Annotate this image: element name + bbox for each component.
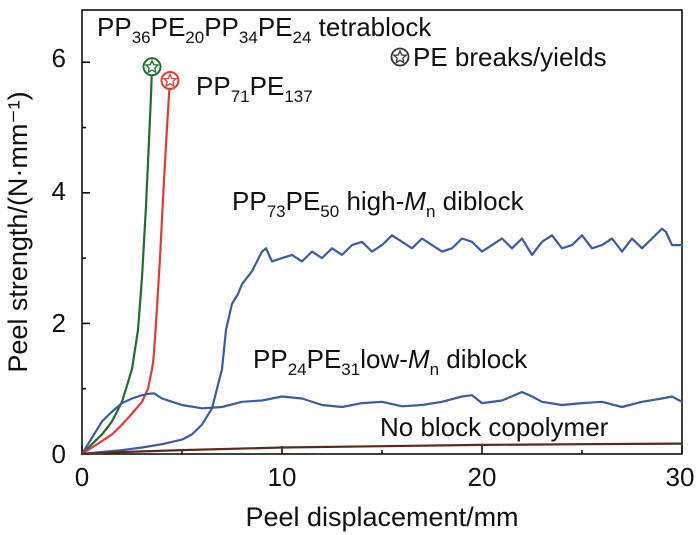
- x-tick-label: 0: [75, 462, 89, 492]
- annotation-tetrablock: PP36PE20PP34PE24 tetrablock: [97, 12, 432, 47]
- series-line-2: [80, 227, 684, 456]
- annotation-no-block: No block copolymer: [380, 412, 609, 442]
- y-axis-title: Peel strength/(N·mm⁻¹): [3, 91, 33, 372]
- axis-ticks: [81, 61, 683, 455]
- y-tick-label: 4: [52, 176, 66, 206]
- annotation-legend-break: PE breaks/yields: [413, 42, 607, 72]
- y-tick-label: 2: [52, 308, 66, 338]
- annotation-low-mn-diblock: PP24PE31low-Mn diblock: [253, 344, 528, 379]
- annotation-pp71pe137: PP71PE137: [196, 71, 313, 106]
- series-layer: [80, 65, 684, 456]
- series-line-4: [80, 442, 684, 456]
- marker-layer: [142, 57, 180, 90]
- x-axis-title: Peel displacement/mm: [245, 502, 518, 532]
- y-tick-label: 6: [52, 43, 66, 73]
- series-line-3: [80, 390, 684, 456]
- x-tick-label: 20: [468, 462, 497, 492]
- annotation-high-mn-diblock: PP73PE50 high-Mn diblock: [232, 186, 525, 221]
- break-marker-icon: [160, 71, 180, 90]
- break-marker-icon: [142, 57, 162, 77]
- series-line-1: [80, 79, 172, 456]
- series-line-0: [80, 65, 154, 456]
- legend-break-marker-icon: [390, 47, 410, 67]
- y-tick-label: 0: [52, 439, 66, 469]
- x-tick-label: 10: [268, 462, 297, 492]
- x-tick-label: 30: [666, 462, 695, 492]
